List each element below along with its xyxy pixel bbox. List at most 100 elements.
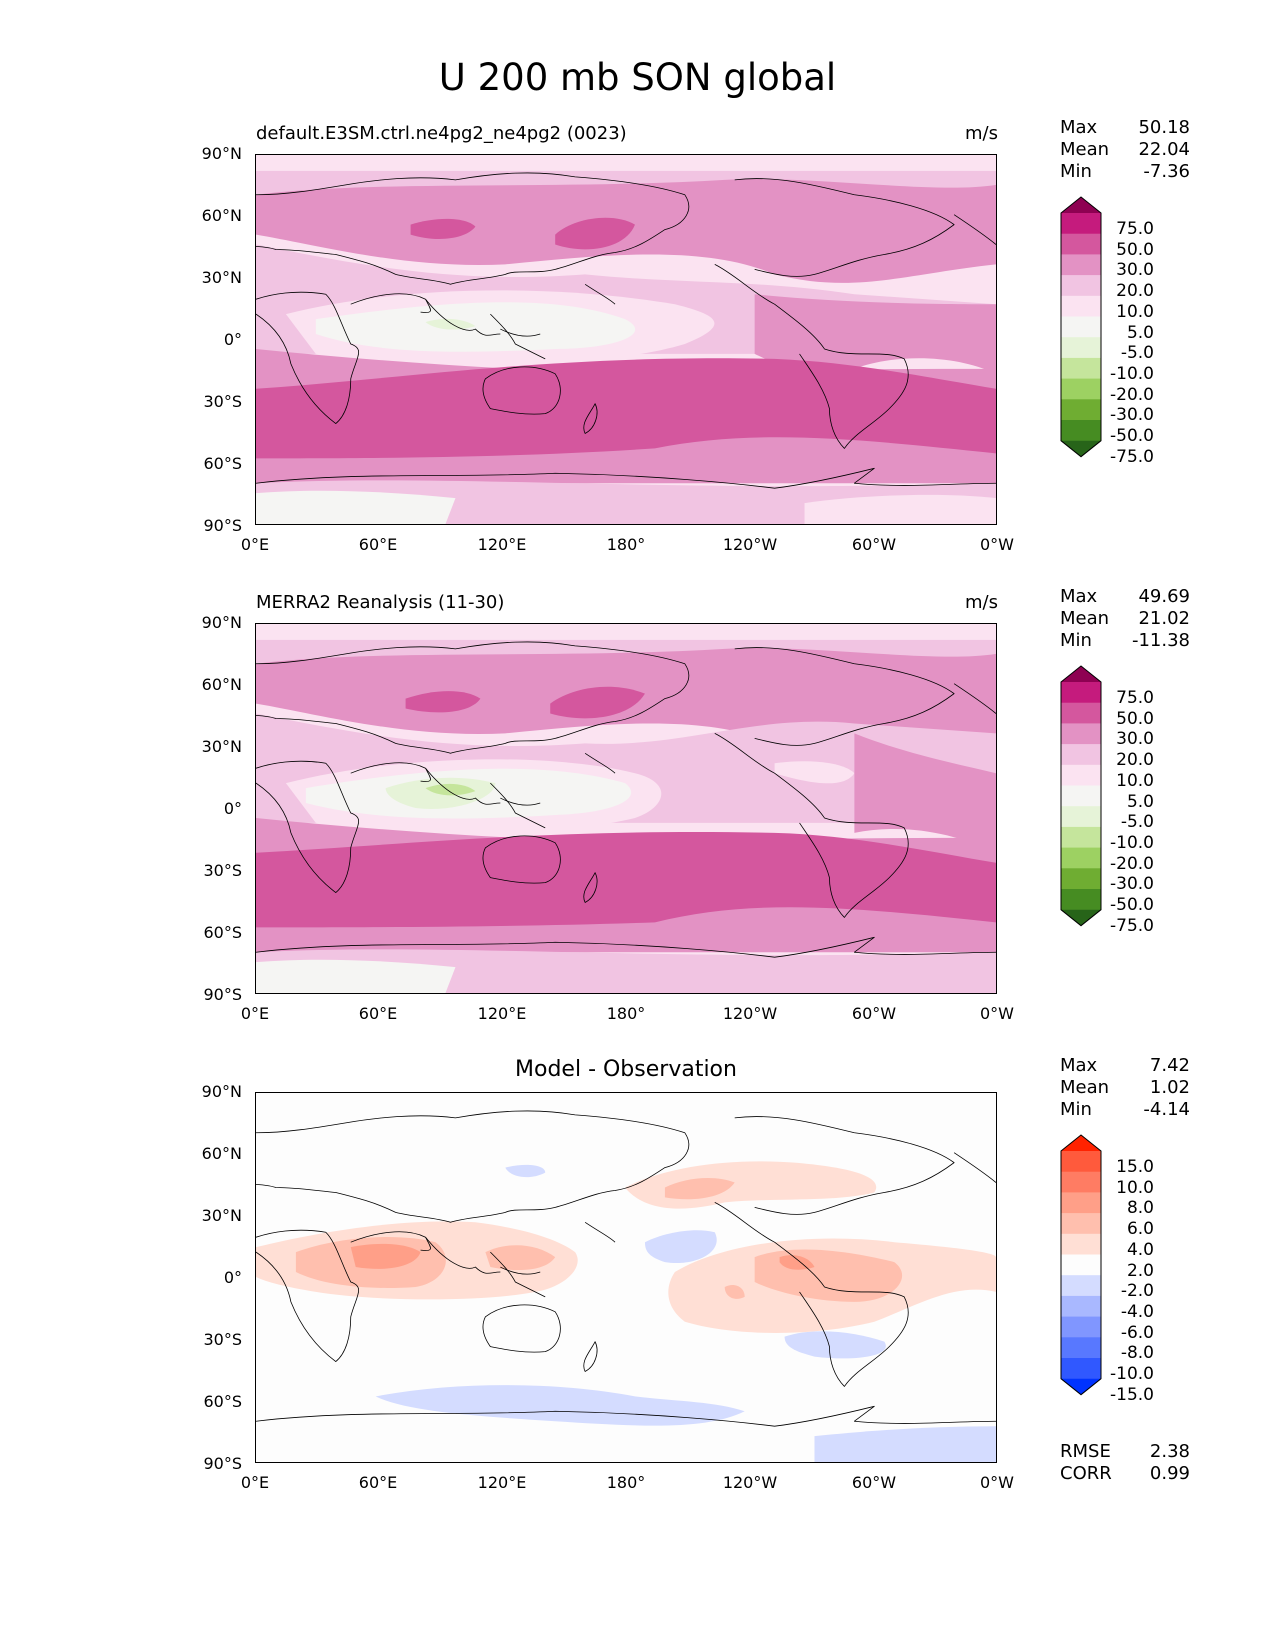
colorbar-level: 20.0 [1116,750,1154,771]
colorbar-outline [1060,196,1102,458]
colorbar [1058,195,1104,494]
x-tick-label: 0°E [240,1473,270,1492]
y-tick-label: 90°S [203,516,242,535]
colorbar-bin [1061,378,1101,400]
colorbar-level: 10.0 [1116,1177,1154,1198]
panel-title: Model - Observation [515,1057,737,1082]
stat-value-min: -7.36 [1143,161,1190,182]
colorbar-bin [1061,316,1101,338]
x-tick-label: 120°E [477,535,527,554]
x-tick-label: 180° [606,535,646,554]
colorbar-extend-min [1061,909,1101,926]
colorbar-bin [1061,254,1101,276]
colorbar-labels: 75.0 50.0 30.0 20.0 10.0 5.0 -5.0 -10.0 … [1094,219,1154,467]
y-tick-label: 30°S [203,1330,242,1349]
colorbar-bin [1061,682,1101,704]
colorbar-outline [1060,1134,1102,1396]
x-tick-label: 0°W [980,535,1014,554]
colorbar-bin [1061,1151,1101,1173]
figure-title: U 200 mb SON global [438,56,837,99]
colorbar-level: -15.0 [1110,1384,1154,1405]
x-tick-label: 60°E [358,535,398,554]
x-tick-label: 0°W [980,1473,1014,1492]
colorbar-level: 50.0 [1116,239,1154,260]
stats-box: Max 49.69 Mean 21.02 Min -11.38 [1060,586,1190,652]
stat-value-mean: 1.02 [1149,1077,1190,1098]
x-tick-label: 120°W [722,1004,778,1023]
colorbar-bin [1061,1192,1101,1214]
colorbar-bin [1061,295,1101,317]
panel-title: MERRA2 Reanalysis (11-30) [256,592,505,613]
colorbar-level: 6.0 [1126,1219,1154,1240]
colorbar-level: -30.0 [1110,874,1154,895]
stat-label: Max [1060,586,1098,607]
colorbar-bin [1061,889,1101,911]
stat-label: Mean [1060,139,1110,160]
colorbar-bin [1061,826,1101,849]
colorbar-bin [1061,1171,1101,1193]
x-tick-label: 60°E [358,1473,398,1492]
colorbar-level: -4.0 [1120,1301,1154,1322]
x-tick-label: 120°W [722,1473,778,1492]
colorbar-level: 2.0 [1126,1260,1154,1281]
colorbar-bin [1061,1316,1101,1338]
y-tick-label: 90°N [201,1082,242,1101]
colorbar-extend-min [1061,1378,1101,1395]
colorbar-level: 4.0 [1126,1239,1154,1260]
colorbar-bin [1061,1233,1101,1255]
x-tick-label: 120°E [477,1473,527,1492]
colorbar-level: -50.0 [1110,426,1154,447]
y-tick-label: 30°S [203,392,242,411]
metric-label: RMSE [1060,1441,1111,1462]
stat-label: Max [1060,117,1098,138]
colorbar-bin [1061,357,1101,380]
colorbar-bin [1061,785,1101,807]
stat-label: Min [1060,161,1092,182]
colorbar-level: -5.0 [1120,812,1154,833]
colorbar-labels: 15.0 10.0 8.0 6.0 4.0 2.0 -2.0 -4.0 -6.0… [1094,1157,1154,1405]
colorbar-bin [1061,233,1101,255]
x-tick-label: 0°E [240,535,270,554]
map-plot-diff [255,1092,997,1463]
colorbar-level: -30.0 [1110,405,1154,426]
colorbar-level: -10.0 [1110,363,1154,384]
colorbar-level: 20.0 [1116,281,1154,302]
y-tick-label: 30°N [201,737,242,756]
x-tick-label: 0°W [980,1004,1014,1023]
y-tick-label: 90°N [201,613,242,632]
stat-value-max: 49.69 [1138,586,1190,607]
stats-box: Max 50.18 Mean 22.04 Min -7.36 [1060,117,1190,183]
colorbar-bin [1061,1254,1101,1276]
colorbar-bin [1061,1337,1101,1359]
stat-label: Mean [1060,608,1110,629]
y-tick-label: 60°S [203,454,242,473]
colorbar-bin [1061,744,1101,766]
colorbar-level: -10.0 [1110,832,1154,853]
x-tick-label: 60°W [851,1473,897,1492]
colorbar-level: -6.0 [1120,1322,1154,1343]
colorbar-bin [1061,275,1101,297]
colorbar-bin [1061,1275,1101,1297]
colorbar-extend-max [1061,666,1101,682]
colorbar-bin [1061,399,1101,421]
colorbar-level: -2.0 [1120,1281,1154,1302]
colorbar-extend-min [1061,440,1101,457]
y-tick-label: 30°N [201,268,242,287]
x-tick-label: 180° [606,1473,646,1492]
colorbar-bin [1061,337,1101,359]
stat-value-mean: 22.04 [1138,139,1190,160]
colorbar-level: -20.0 [1110,384,1154,405]
colorbar [1058,664,1104,963]
y-tick-label: 60°S [203,923,242,942]
colorbar-extend-max [1061,197,1101,213]
map-plot-model [255,154,997,525]
y-tick-label: 30°N [201,1206,242,1225]
x-tick-label: 0°E [240,1004,270,1023]
stat-label: Min [1060,1099,1092,1120]
colorbar-extend-max [1061,1135,1101,1151]
x-tick-label: 60°W [851,1004,897,1023]
y-tick-label: 0° [223,330,242,349]
colorbar-level: 15.0 [1116,1157,1154,1177]
x-tick-label: 180° [606,1004,646,1023]
colorbar-bin [1061,1295,1101,1318]
